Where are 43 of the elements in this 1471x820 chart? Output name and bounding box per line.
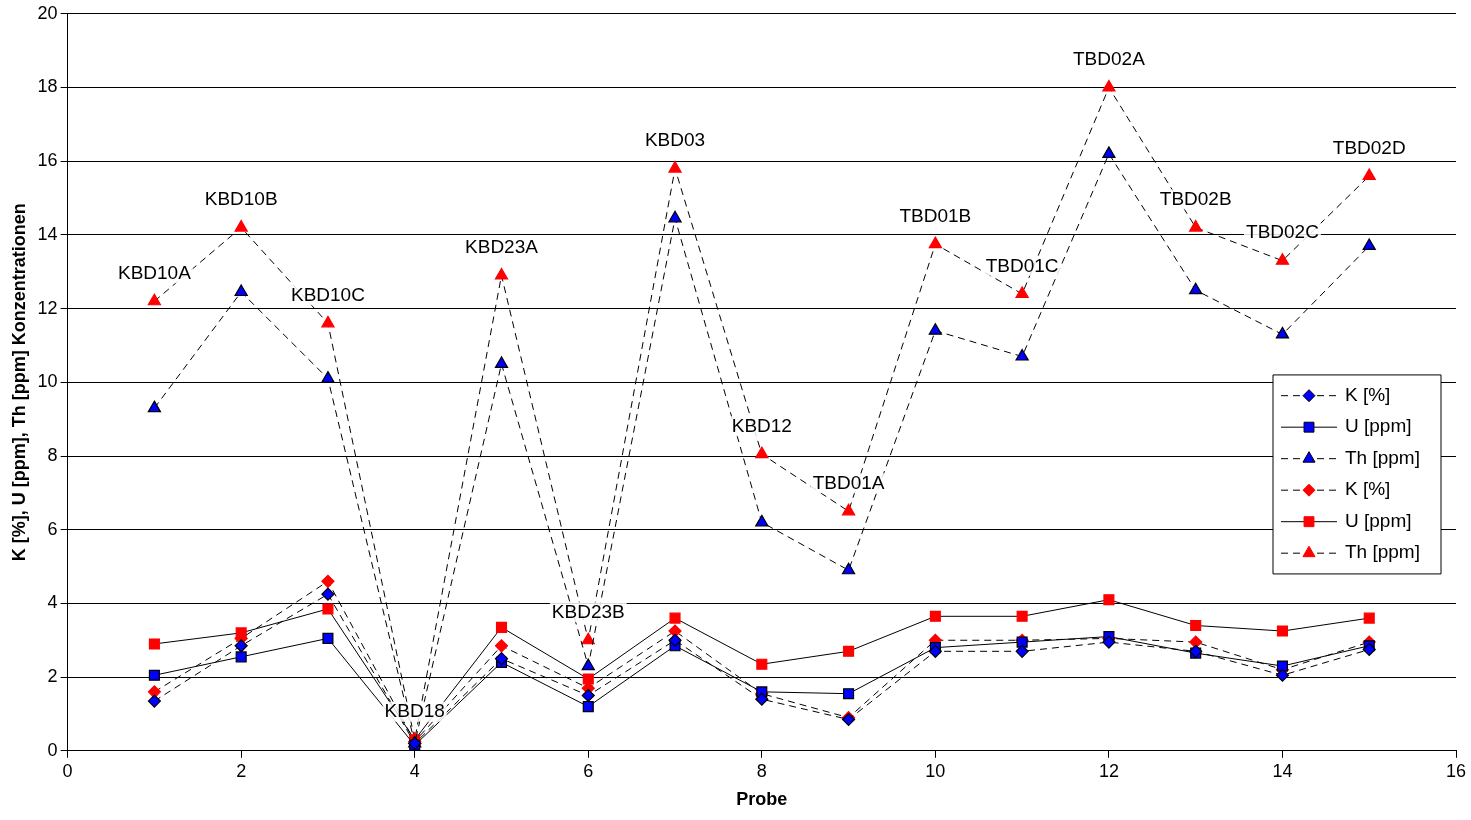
annotation: KBD10C bbox=[290, 284, 365, 306]
y-tick-label: 2 bbox=[47, 666, 58, 687]
x-tick-label: 12 bbox=[1098, 760, 1119, 781]
y-tick-label: 4 bbox=[47, 592, 58, 613]
y-tick-label: 6 bbox=[47, 518, 58, 539]
x-axis-title: Probe bbox=[736, 789, 788, 810]
y-tick-label: 20 bbox=[37, 2, 58, 23]
x-tick-label: 14 bbox=[1272, 760, 1293, 781]
x-tick-label: 0 bbox=[62, 760, 73, 781]
y-tick-label: 0 bbox=[47, 739, 58, 760]
x-tick-label: 2 bbox=[236, 760, 247, 781]
legend-label: Th [ppm] bbox=[1345, 446, 1420, 468]
annotation: TBD01B bbox=[899, 204, 972, 226]
legend-label: K [%] bbox=[1345, 478, 1391, 500]
x-tick-label: 10 bbox=[925, 760, 946, 781]
x-tick-label: 4 bbox=[409, 760, 420, 781]
annotation: KBD23A bbox=[465, 236, 539, 258]
y-tick-label: 16 bbox=[37, 150, 58, 171]
annotation: TBD01C bbox=[985, 254, 1059, 276]
legend-label: Th [ppm] bbox=[1345, 541, 1420, 563]
annotation: KBD03 bbox=[644, 129, 706, 151]
y-tick-label: 18 bbox=[37, 76, 58, 97]
annotation: TBD02D bbox=[1332, 136, 1406, 158]
annotation: TBD02B bbox=[1159, 188, 1232, 210]
annotation: TBD01A bbox=[812, 472, 885, 494]
annotation: TBD02A bbox=[1073, 48, 1146, 70]
annotation: KBD10A bbox=[117, 261, 192, 283]
y-tick-label: 14 bbox=[37, 223, 58, 244]
y-tick-label: 10 bbox=[37, 371, 58, 392]
legend-label: U [ppm] bbox=[1345, 415, 1412, 437]
annotation: TBD02C bbox=[1246, 221, 1319, 243]
x-tick-label: 8 bbox=[756, 760, 767, 781]
annotation: KBD12 bbox=[731, 414, 792, 436]
legend-label: K [%] bbox=[1345, 383, 1391, 405]
y-tick-label: 8 bbox=[47, 444, 58, 465]
y-tick-label: 12 bbox=[37, 297, 58, 318]
annotation: KBD23B bbox=[551, 600, 625, 622]
x-tick-label: 16 bbox=[1445, 760, 1467, 781]
x-tick-label: 6 bbox=[583, 760, 594, 781]
annotation: KBD10B bbox=[204, 188, 278, 210]
annotation: KBD18 bbox=[384, 700, 445, 722]
y-axis-title: K [%], U [ppm], Th [ppm] Konzentrationen bbox=[8, 203, 29, 562]
legend-label: U [ppm] bbox=[1345, 509, 1412, 531]
